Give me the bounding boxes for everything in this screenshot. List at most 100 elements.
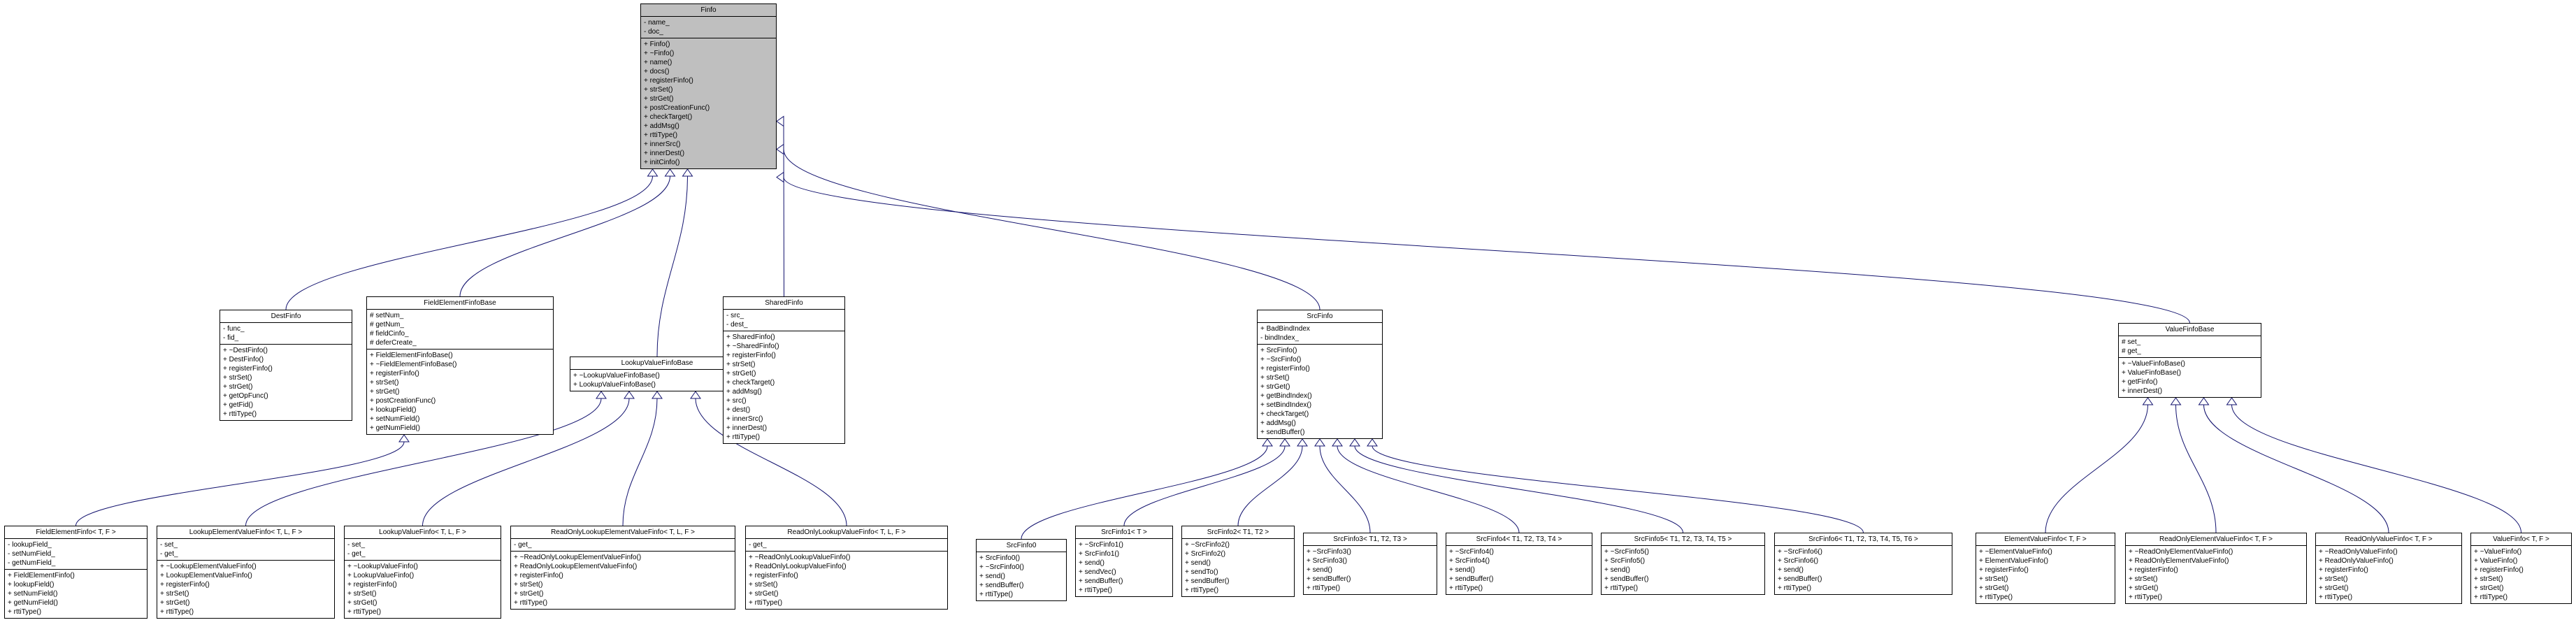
op-line: + strGet() [514,589,732,598]
op-line: + postCreationFunc() [644,103,773,113]
attr-line: # fieldCinfo_ [370,329,550,338]
uml-class-Finfo: Finfo- name_- doc_+ Finfo()+ ~Finfo()+ n… [640,3,777,169]
inheritance-arrowhead [1332,439,1342,446]
op-line: + sendBuffer() [979,581,1063,590]
op-line: + docs() [644,67,773,76]
class-title: DestFinfo [220,310,352,323]
op-line: + rttiType() [1307,584,1434,593]
class-attrs: # setNum_# getNum_# fieldCinfo_# deferCr… [367,310,553,350]
op-line: + strGet() [2319,584,2459,593]
op-line: + ~SrcFinfo3() [1307,547,1434,556]
op-line: + ~FieldElementFinfoBase() [370,360,550,369]
inheritance-edge [2232,405,2521,533]
class-ops: + SharedFinfo()+ ~SharedFinfo()+ registe… [724,331,844,443]
op-line: + LookupElementValueFinfo() [160,571,331,580]
op-line: + rttiType() [160,607,331,617]
op-line: + ~ValueFinfoBase() [2122,359,2258,368]
class-title: ReadOnlyValueFinfo< T, F > [2316,533,2461,546]
op-line: + registerFinfo() [749,571,944,580]
inheritance-edge [623,398,657,526]
op-line: + strGet() [1979,584,2112,593]
uml-class-LookupValueFinfo: LookupValueFinfo< T, L, F >- set_- get_+… [344,526,501,619]
class-ops: + FieldElementFinfoBase()+ ~FieldElement… [367,350,553,434]
class-title: LookupValueFinfoBase [570,357,744,370]
op-line: + FieldElementFinfo() [8,571,144,580]
class-title: SrcFinfo [1258,310,1382,323]
op-line: + setBindIndex() [1260,401,1379,410]
attr-line: - dest_ [726,320,842,329]
class-attrs: - get_ [746,539,947,552]
op-line: + initCinfo() [644,158,773,167]
attr-line: # set_ [2122,338,2258,347]
op-line: + checkTarget() [644,113,773,122]
op-line: + innerDest() [2122,387,2258,396]
op-line: + ~ReadOnlyValueFinfo() [2319,547,2459,556]
attr-line: + BadBindIndex [1260,324,1379,333]
op-line: + strSet() [726,360,842,369]
attr-line: - src_ [726,311,842,320]
class-title: SrcFinfo6< T1, T2, T3, T4, T5, T6 > [1775,533,1952,546]
op-line: + ~ValueFinfo() [2474,547,2568,556]
class-ops: + FieldElementFinfo()+ lookupField()+ se… [5,570,147,618]
op-line: + strGet() [1260,382,1379,391]
class-ops: + ~LookupElementValueFinfo()+ LookupElem… [157,561,334,618]
uml-class-SrcFinfo3: SrcFinfo3< T1, T2, T3 >+ ~SrcFinfo3()+ S… [1303,533,1437,595]
class-attrs: - set_- get_ [157,539,334,561]
class-title: ValueFinfo< T, F > [2471,533,2571,546]
class-ops: + SrcFinfo0()+ ~SrcFinfo0()+ send()+ sen… [977,552,1066,600]
uml-class-SharedFinfo: SharedFinfo- src_- dest_+ SharedFinfo()+… [723,296,845,444]
op-line: + registerFinfo() [160,580,331,589]
op-line: + SrcFinfo2() [1185,549,1291,559]
attr-line: - setNumField_ [8,549,144,559]
uml-class-ValueFinfoBase: ValueFinfoBase # set_# get_ + ~ValueFinfoB… [2118,323,2261,398]
uml-class-ReadOnlyLookupElementValueFinfo: ReadOnlyLookupElementValueFinfo< T, L, F… [510,526,735,610]
attr-line: - get_ [749,540,944,549]
op-line: + ~LookupValueFinfoBase() [573,371,741,380]
op-line: + sendTo() [1185,568,1291,577]
inheritance-arrowhead [777,145,784,154]
attr-line: # setNum_ [370,311,550,320]
inheritance-arrowhead [691,391,700,398]
class-title: SrcFinfo5< T1, T2, T3, T4, T5 > [1602,533,1764,546]
op-line: + ~SrcFinfo5() [1604,547,1762,556]
inheritance-edge [2204,405,2389,533]
op-line: + getFid() [223,401,349,410]
op-line: + getNumField() [8,598,144,607]
op-line: + getFinfo() [2122,377,2258,387]
uml-class-FieldElementFinfo: FieldElementFinfo< T, F >- lookupField_-… [4,526,147,619]
attr-line: - bindIndex_ [1260,333,1379,343]
op-line: + setNumField() [8,589,144,598]
inheritance-arrowhead [1280,439,1290,446]
op-line: + registerFinfo() [2129,566,2303,575]
op-line: + sendBuffer() [1449,575,1589,584]
uml-class-ElementValueFinfo: ElementValueFinfo< T, F >+ ~ElementValue… [1976,533,2115,604]
op-line: + rttiType() [749,598,944,607]
inheritance-edge [1355,446,1683,533]
uml-class-SrcFinfo2: SrcFinfo2< T1, T2 >+ ~SrcFinfo2()+ SrcFi… [1181,526,1295,597]
class-title: FieldElementFinfo< T, F > [5,526,147,539]
op-line: + strSet() [514,580,732,589]
op-line: + ~SharedFinfo() [726,342,842,351]
class-title: SrcFinfo0 [977,540,1066,552]
op-line: + ReadOnlyLookupValueFinfo() [749,562,944,571]
inheritance-arrowhead [1350,439,1360,446]
uml-class-ValueFinfo: ValueFinfo< T, F >+ ~ValueFinfo()+ Value… [2470,533,2572,604]
op-line: + send() [1185,559,1291,568]
op-line: + ~Finfo() [644,49,773,58]
op-line: + rttiType() [1979,593,2112,602]
uml-class-DestFinfo: DestFinfo- func_- fid_+ ~DestFinfo()+ De… [220,310,352,421]
class-title: SrcFinfo3< T1, T2, T3 > [1304,533,1437,546]
op-line: + SrcFinfo6() [1778,556,1949,566]
op-line: + ~ReadOnlyElementValueFinfo() [2129,547,2303,556]
uml-class-SrcFinfo4: SrcFinfo4< T1, T2, T3, T4 >+ ~SrcFinfo4(… [1446,533,1592,595]
op-line: + rttiType() [1778,584,1949,593]
op-line: + send() [1449,566,1589,575]
class-title: SrcFinfo4< T1, T2, T3, T4 > [1446,533,1592,546]
class-title: ValueFinfoBase [2119,324,2261,336]
op-line: + rttiType() [1185,586,1291,595]
op-line: + strSet() [749,580,944,589]
attr-line: # get_ [2122,347,2258,356]
op-line: + ~LookupElementValueFinfo() [160,562,331,571]
op-line: + ~SrcFinfo() [1260,355,1379,364]
op-line: + ~ReadOnlyLookupElementValueFinfo() [514,553,732,562]
